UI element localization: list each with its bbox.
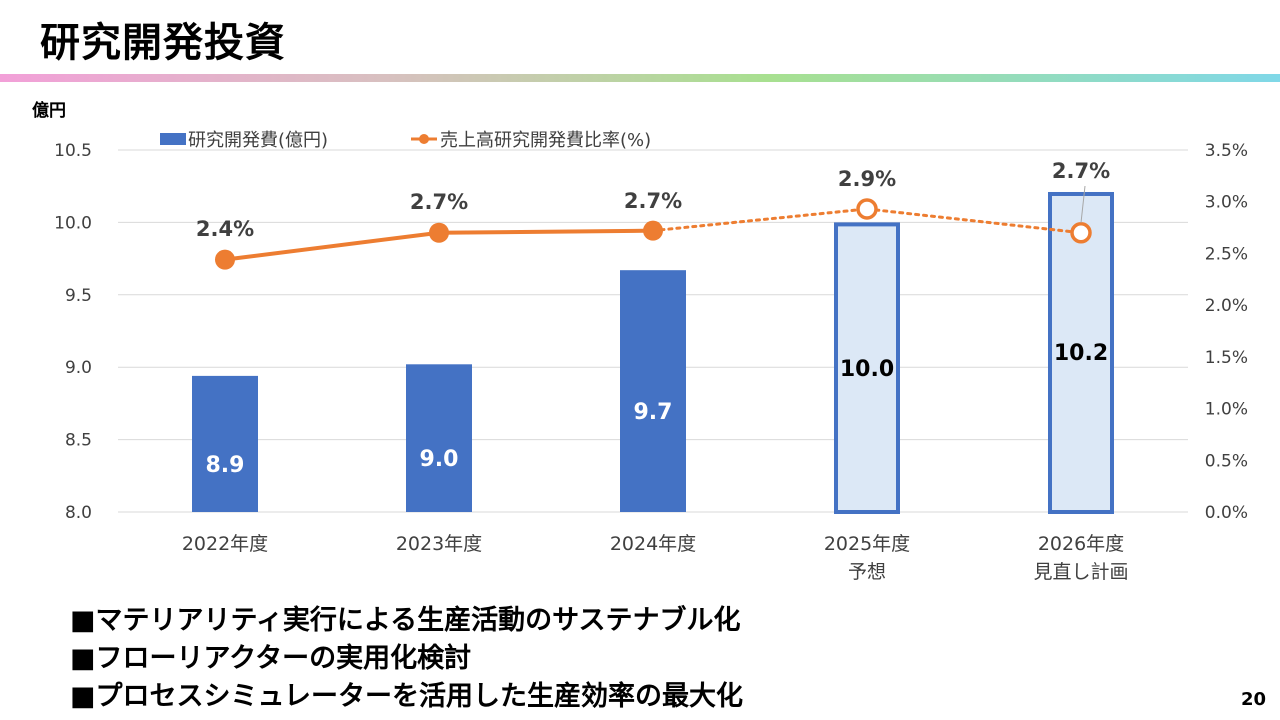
y-right-tick-label: 2.0% xyxy=(1205,296,1248,316)
legend-label: 売上高研究開発費比率(%) xyxy=(440,130,651,151)
line-value-label: 2.4% xyxy=(196,217,254,241)
y-right-tick-label: 0.5% xyxy=(1205,451,1248,471)
bar xyxy=(192,375,258,512)
x-tick-label: 2026年度 xyxy=(1038,533,1124,555)
x-tick-label: 2024年度 xyxy=(610,533,696,555)
bar xyxy=(620,270,686,512)
bar-value-label: 10.0 xyxy=(840,357,894,382)
bullet-list: ■マテリアリティ実行による生産活動のサステナブル化 ■フローリアクターの実用化検… xyxy=(70,602,743,716)
bar-value-label: 9.7 xyxy=(634,400,673,425)
y-left-tick-label: 8.0 xyxy=(65,503,92,523)
y-right-tick-label: 3.5% xyxy=(1205,141,1248,161)
y-left-tick-label: 9.5 xyxy=(65,286,92,306)
page-number: 20 xyxy=(1240,689,1266,710)
x-tick-label: 2023年度 xyxy=(396,533,482,555)
y-left-tick-label: 10.0 xyxy=(54,213,92,233)
title-divider xyxy=(0,74,1280,82)
legend-swatch-marker xyxy=(419,134,429,144)
bar-value-label: 10.2 xyxy=(1054,341,1108,366)
bullet-item: ■フローリアクターの実用化検討 xyxy=(70,643,472,674)
label-leader-line xyxy=(1080,185,1086,223)
line-value-label: 2.9% xyxy=(838,167,896,191)
legend-swatch-bar xyxy=(160,133,186,145)
bar xyxy=(406,364,472,512)
y-right-tick-label: 2.5% xyxy=(1205,244,1248,264)
y-right-tick-label: 3.0% xyxy=(1205,193,1248,213)
line-point xyxy=(215,249,235,270)
bar-value-label: 8.9 xyxy=(206,453,245,478)
line-point xyxy=(643,220,663,241)
line-value-label: 2.7% xyxy=(624,189,682,213)
line-point xyxy=(856,198,878,220)
x-tick-label: 2022年度 xyxy=(182,533,268,555)
line-points xyxy=(215,198,1092,270)
page-title: 研究開発投資 xyxy=(40,20,286,66)
rd-investment-chart: 8.9 9.0 9.7 10.0 10.2 2.4% 2.7% 2.7% 2.9% 2.7% 8.… xyxy=(32,100,1248,583)
x-tick-label: 予想 xyxy=(848,561,886,583)
legend-label: 研究開発費(億円) xyxy=(188,130,328,151)
x-tick-label: 見直し計画 xyxy=(1033,561,1128,583)
line-point xyxy=(1070,221,1092,244)
line-point xyxy=(429,222,449,243)
x-tick-label: 2025年度 xyxy=(824,533,910,555)
bar-value-label: 9.0 xyxy=(420,447,459,472)
bar xyxy=(1048,191,1114,514)
bar xyxy=(834,222,900,514)
y-right-tick-label: 1.5% xyxy=(1205,348,1248,368)
axes: 8.0 8.5 9.0 9.5 10.0 10.5 0.0% 0.5% 1.0% 1.5% 2.0%… xyxy=(32,100,1248,583)
y-right-tick-label: 1.0% xyxy=(1205,400,1248,420)
legend: 研究開発費(億円) 売上高研究開発費比率(%) xyxy=(160,130,651,151)
y-unit-label: 億円 xyxy=(32,100,66,121)
y-left-tick-label: 8.5 xyxy=(65,431,92,451)
data-labels: 8.9 9.0 9.7 10.0 10.2 2.4% 2.7% 2.7% 2.9% 2.7% xyxy=(196,159,1110,478)
y-left-tick-label: 10.5 xyxy=(54,141,92,161)
bullet-item: ■プロセスシミュレーターを活用した生産効率の最大化 xyxy=(70,681,743,712)
bullet-item: ■マテリアリティ実行による生産活動のサステナブル化 xyxy=(70,605,741,636)
line-value-label: 2.7% xyxy=(1052,159,1110,183)
y-left-tick-label: 9.0 xyxy=(65,358,92,378)
bar-series xyxy=(192,191,1114,514)
line-value-label: 2.7% xyxy=(410,190,468,214)
y-right-tick-label: 0.0% xyxy=(1205,503,1248,523)
